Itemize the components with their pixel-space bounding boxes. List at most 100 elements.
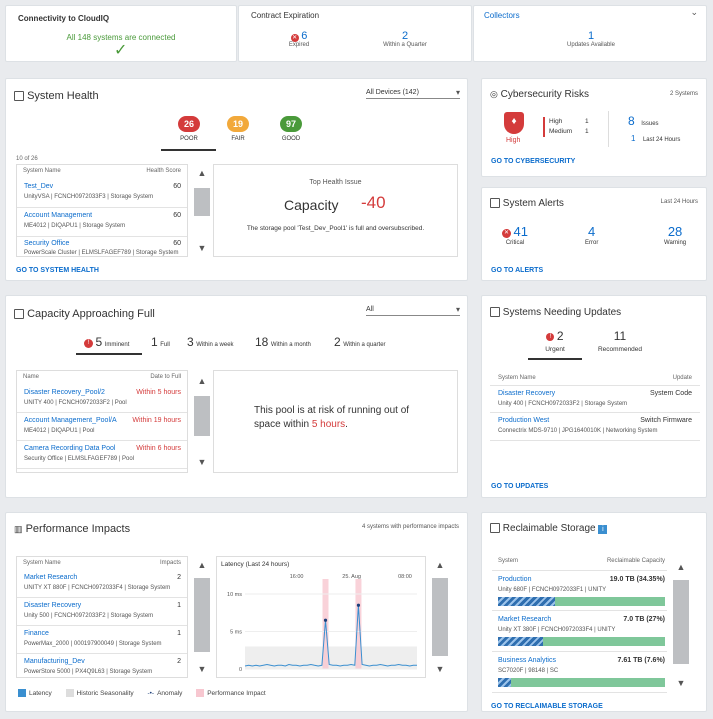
row-name[interactable]: Camera Recording Data Pool [24,445,116,452]
tab-label: Within a week [196,342,234,348]
legend-label: Anomaly [157,689,183,697]
health-count: 10 of 26 [16,156,38,162]
row-name[interactable]: Market Research [24,574,78,581]
capacity-scrollbar[interactable]: ▲ ▼ [192,370,212,473]
critical-stat[interactable]: ✕ 41 Critical [502,224,528,246]
fair-label: FAIR [231,136,245,142]
scroll-thumb[interactable] [194,188,210,216]
perf-table: System Name Impacts Market Research UNIT… [16,556,188,678]
table-row[interactable]: Production 19.0 TB (34.35%) Unity 680F | F… [492,570,667,611]
reclaim-bar-fill [498,637,544,646]
table-row[interactable]: Account Management ME4012 | DIQAPU1 | St… [17,208,187,237]
tab-imminent[interactable]: ! 5 Imminent [84,335,129,349]
error-stat[interactable]: 4 Error [585,224,598,246]
table-row[interactable]: Manufacturing_Dev PowerStore 5000 | PX4Q… [17,654,187,677]
go-to-updates-link[interactable]: GO TO UPDATES [491,483,549,490]
row-name[interactable]: Security Office [24,240,70,247]
issues-stat[interactable]: 8 Issues [628,114,659,128]
reclaim-scrollbar[interactable]: ▲ ▼ [671,556,691,694]
updates-value: 1 [587,30,595,42]
urgent-tab[interactable]: ! 2 Urgent [528,329,582,353]
table-row[interactable]: Test_Dev UnityVSA | FCNCH0972033F3 | Sto… [17,179,187,208]
go-to-system-health-link[interactable]: GO TO SYSTEM HEALTH [16,267,99,274]
table-row[interactable]: Camera Recording Data Pool Security Offi… [17,441,187,469]
scroll-thumb[interactable] [194,578,210,652]
row-meta: ME4012 | DIQAPU1 | Pool [24,428,95,434]
table-row[interactable]: Disaster Recovery_Pool/2 UNITY 400 | FCN… [17,385,187,413]
tab-full[interactable]: 1 Full [151,335,170,349]
fair-tab[interactable]: 19 FAIR [218,116,258,142]
performance-card: ▥ Performance Impacts 4 systems with per… [5,512,468,712]
table-row[interactable]: Finance PowerMax_2000 | 000197900049 | S… [17,626,187,654]
device-filter-dropdown[interactable]: All Devices (142) [366,88,460,99]
table-row[interactable]: Market Research UNITY XT 880F | FCNCH097… [17,570,187,598]
row-name[interactable]: Test_Dev [24,183,54,190]
recommended-tab[interactable]: 11 Recommended [595,329,645,353]
poor-tab[interactable]: 26 POOR [169,116,209,142]
perf-scrollbar[interactable]: ▲ ▼ [192,556,212,678]
issues-label: Issues [641,121,659,127]
col-system-name: System Name [23,168,61,174]
reclaim-bar [498,637,665,646]
scroll-down-icon[interactable]: ▼ [676,678,686,688]
collapse-icon[interactable]: ⌄ [690,7,698,17]
go-to-alerts-link[interactable]: GO TO ALERTS [491,267,544,274]
table-row[interactable]: Disaster Recovery Unity 500 | FCNCH09720… [17,598,187,626]
row-meta: Connectrix MDS-9710 | JPG1640010K | Netw… [498,428,658,434]
table-row[interactable]: Security Office PowerScale Cluster | ELM… [17,237,187,257]
table-row[interactable]: Business Analytics 7.61 TB (7.6%) SC7020F … [492,652,667,693]
error-label: Error [585,240,599,246]
quarter-stat[interactable]: 2 Within a Quarter [375,30,435,48]
anomaly-point [323,618,328,622]
scroll-down-icon[interactable]: ▼ [197,457,207,467]
go-to-reclaimable-storage-link[interactable]: GO TO RECLAIMABLE STORAGE [491,703,603,710]
row-name[interactable]: Business Analytics [498,657,556,664]
row-name[interactable]: Manufacturing_Dev [24,658,85,665]
scroll-down-icon[interactable]: ▼ [197,664,207,674]
scroll-up-icon[interactable]: ▲ [197,376,207,386]
scroll-thumb[interactable] [673,580,689,664]
tab-month[interactable]: 18 Within a month [255,335,311,349]
contract-title: Contract Expiration [251,11,320,20]
scroll-thumb[interactable] [194,396,210,436]
scroll-up-icon[interactable]: ▲ [197,168,207,178]
row-name[interactable]: Disaster Recovery_Pool/2 [24,389,105,396]
table-row[interactable]: Disaster Recovery Unity 400 | FCNCH09720… [490,385,700,413]
expired-stat[interactable]: ✕ 6 Expired [287,30,311,48]
table-row[interactable]: Production West Connectrix MDS-9710 | JP… [490,413,700,441]
scroll-down-icon[interactable]: ▼ [435,664,445,674]
scroll-thumb[interactable] [432,578,448,656]
top-issue-panel: Top Health Issue Capacity -40 The storag… [213,164,458,257]
reclaim-bar [498,678,665,687]
scroll-down-icon[interactable]: ▼ [197,243,207,253]
row-name[interactable]: Account Management [24,212,93,219]
scroll-up-icon[interactable]: ▲ [676,562,686,572]
tab-week[interactable]: 3 Within a week [187,335,234,349]
row-name[interactable]: Account Management_Pool/A [24,417,117,424]
scroll-up-icon[interactable]: ▲ [435,560,445,570]
good-tab[interactable]: 97 GOOD [271,116,311,142]
row-name[interactable]: Disaster Recovery [24,602,82,609]
updates-stat[interactable]: 1 Updates Available [554,30,628,48]
table-row[interactable]: Account Management_Pool/A ME4012 | DIQAP… [17,413,187,441]
scroll-up-icon[interactable]: ▲ [197,560,207,570]
chart-scrollbar[interactable]: ▲ ▼ [430,556,450,678]
critical-label: Critical [505,240,525,246]
warning-stat[interactable]: 28 Warning [664,224,686,246]
tab-value: 2 [334,335,341,349]
row-name[interactable]: Finance [24,630,49,637]
system-alerts-card: System Alerts Last 24 Hours ✕ 41 Critica… [481,187,707,281]
table-row[interactable]: Market Research 7.0 TB (27%) Unity XT 380F… [492,611,667,652]
go-to-cybersecurity-link[interactable]: GO TO CYBERSECURITY [491,158,576,165]
collectors-title[interactable]: Collectors [484,11,520,20]
info-icon[interactable]: i [598,525,608,534]
last24-stat[interactable]: 1 Last 24 Hours [631,133,680,143]
tab-quarter[interactable]: 2 Within a quarter [334,335,386,349]
row-name[interactable]: Production [498,576,532,583]
row-name[interactable]: Disaster Recovery [498,390,556,397]
col-update: Update [672,375,692,381]
health-scrollbar[interactable]: ▲ ▼ [192,164,212,257]
capacity-filter-dropdown[interactable]: All [366,305,460,316]
row-name[interactable]: Market Research [498,616,552,623]
row-name[interactable]: Production West [498,417,550,424]
